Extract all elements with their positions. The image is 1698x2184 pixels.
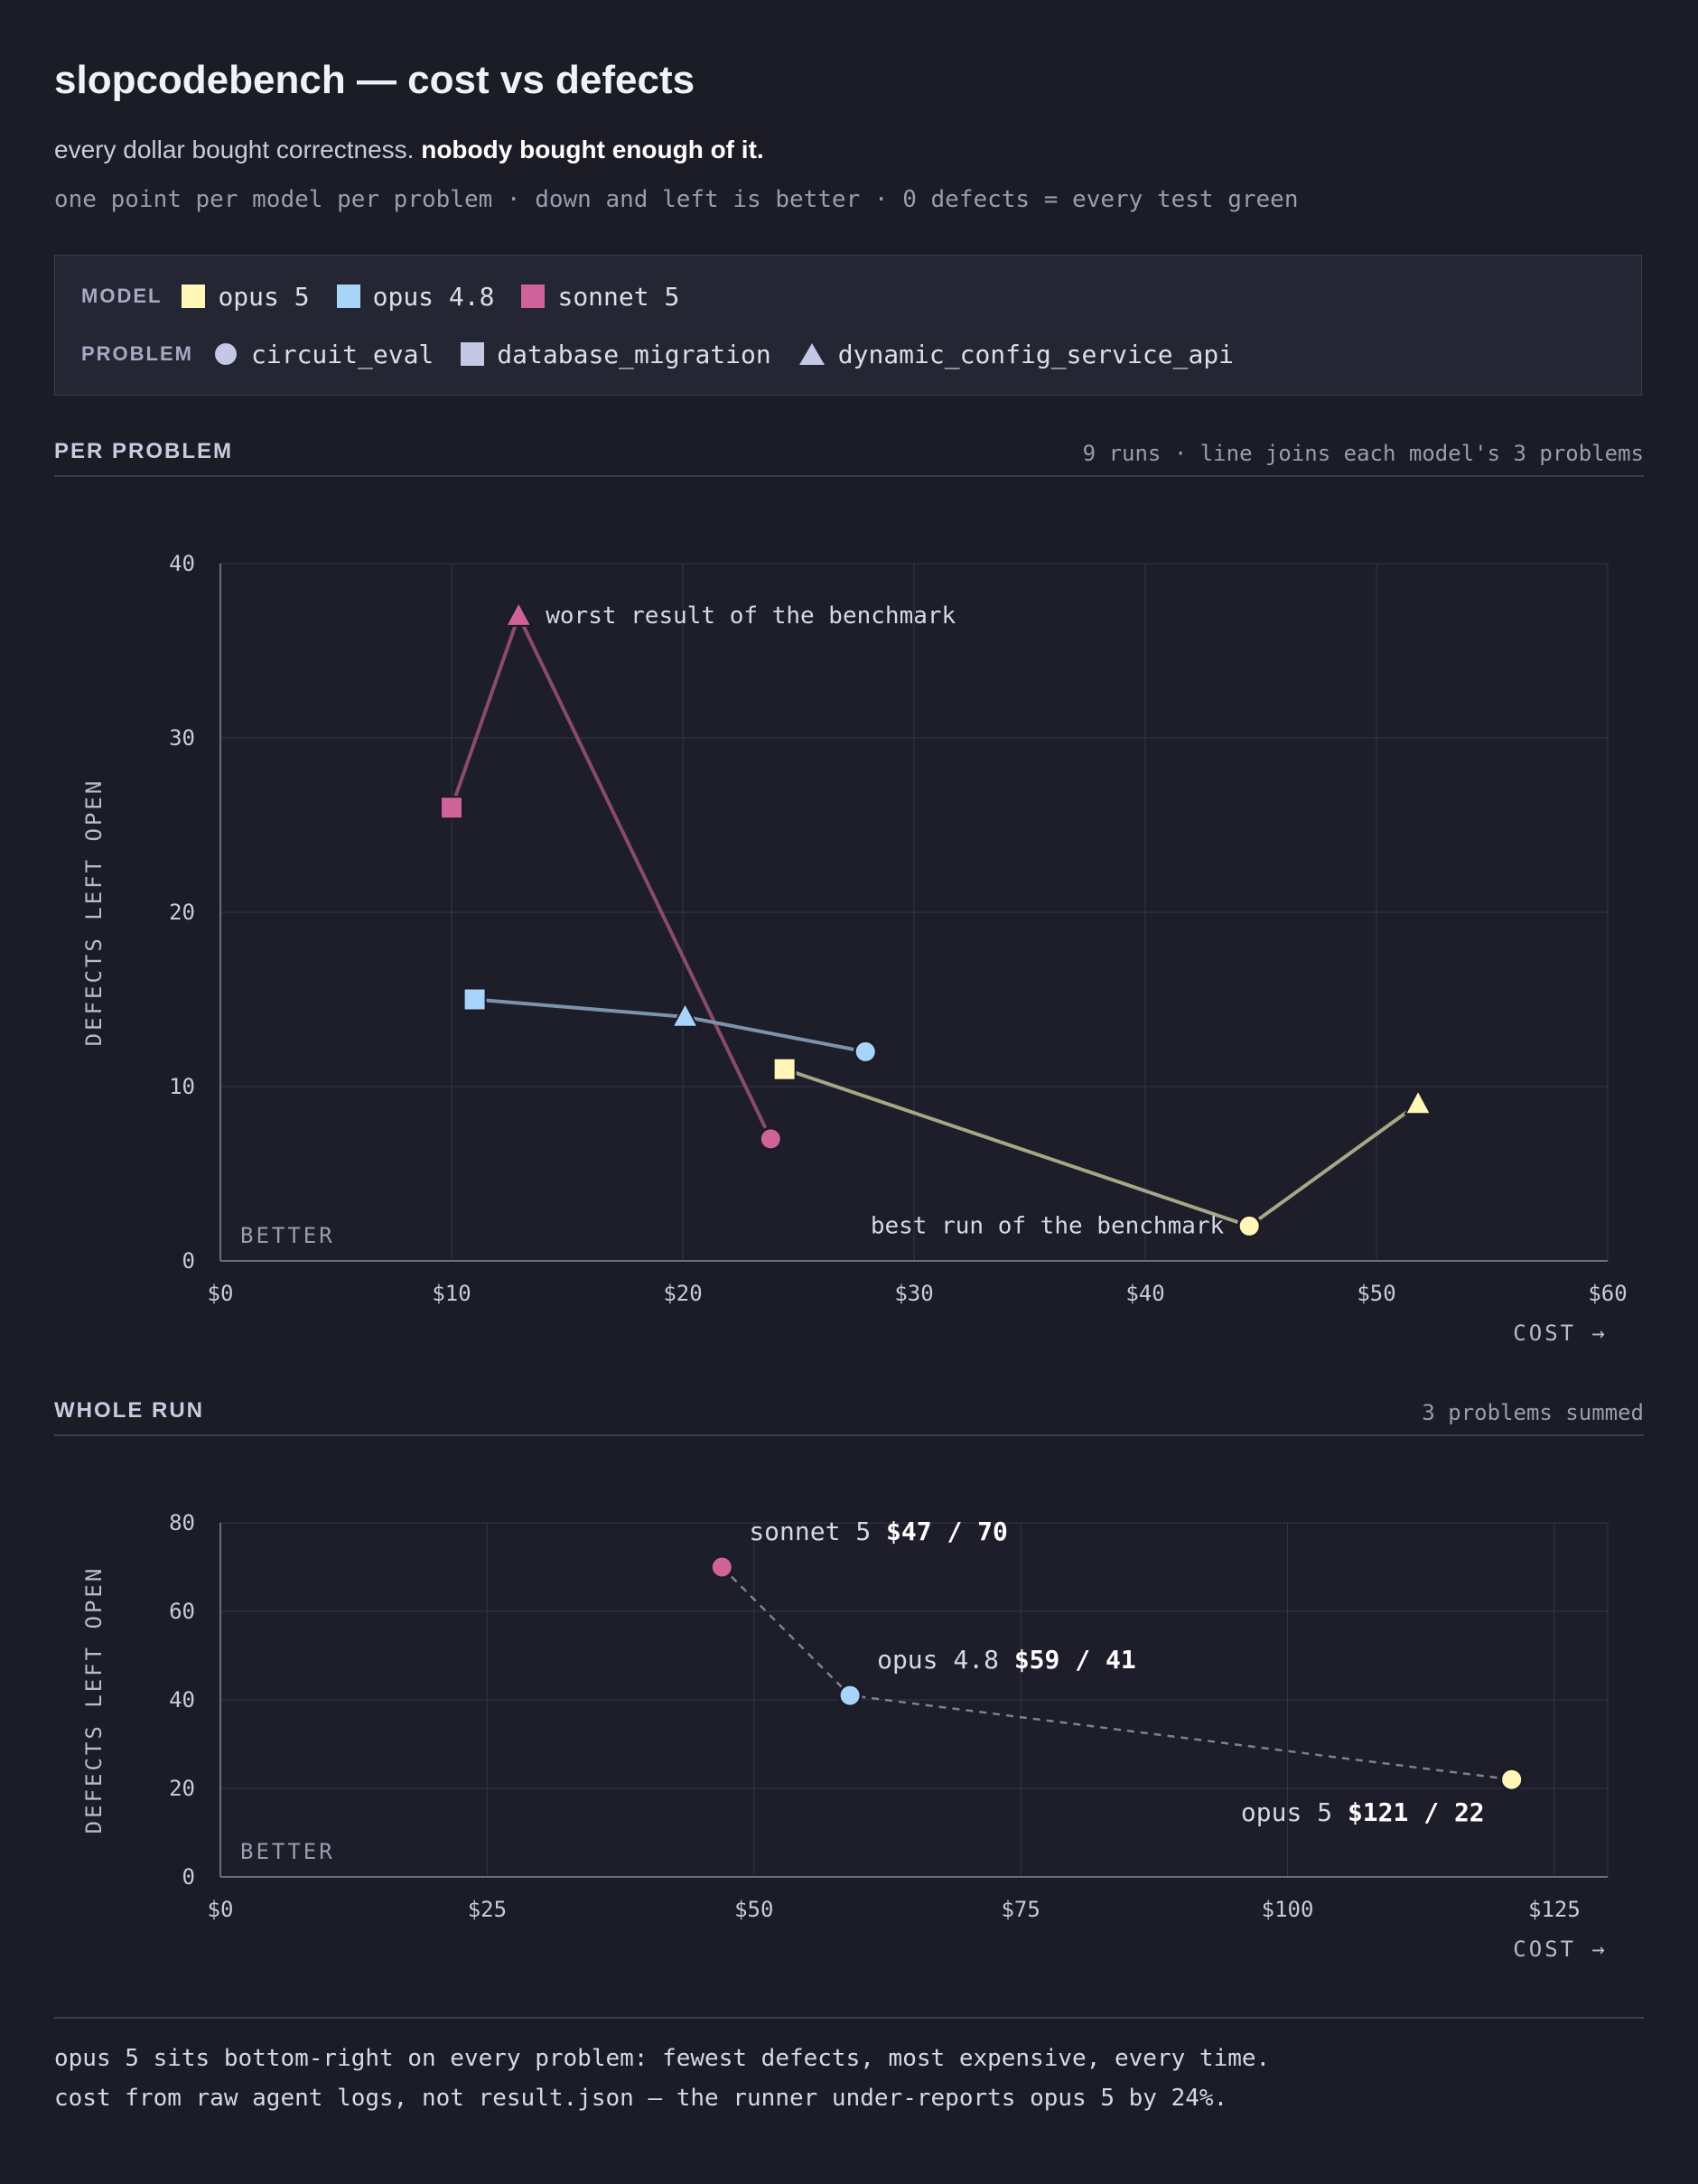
x-tick-label: $0 [208,1281,234,1306]
legend-label: opus 4.8 [372,281,495,312]
legend-item-dynamic-config-service-api: dynamic_config_service_api [798,340,1234,369]
y-tick-label: 80 [169,1510,195,1535]
footer-line-1: opus 5 sits bottom-right on every proble… [54,2045,1271,2072]
point-opus-5-circuit-eval [1236,1213,1262,1238]
y-axis-label: DEFECTS LEFT OPEN [81,779,107,1047]
legend-label: sonnet 5 [557,281,680,312]
point-label-value: $121 / 22 [1348,1797,1485,1827]
section-header-per-problem: PER PROBLEM 9 runs · line joins each mod… [54,439,1644,477]
y-axis-label: DEFECTS LEFT OPEN [81,1566,107,1834]
legend-model-key: MODEL [81,285,163,307]
page-title: slopcodebench — cost vs defects [54,58,695,102]
section-note: 3 problems summed [1422,1400,1644,1425]
legend-item-opus-4-8: opus 4.8 [336,281,495,312]
point-label-sonnet-5: sonnet 5 $47 / 70 [749,1517,1008,1546]
legend-item-circuit-eval: circuit_eval [213,340,434,369]
y-tick-label: 10 [169,1074,195,1099]
legend-item-opus-5: opus 5 [182,281,310,312]
per-problem-chart: $0 $10 $20 $30 $40 $50 $60 0 10 20 30 40 COST → DEFEC… [81,551,1628,1346]
y-tick-label: 20 [169,900,195,925]
square-swatch-icon [336,285,360,308]
point-opus-4-8-circuit-eval [853,1039,878,1064]
footer-line-2: cost from raw agent logs, not result.jso… [54,2085,1228,2112]
subtitle-bold: nobody bought enough of it. [421,135,764,163]
footer-divider [54,2017,1644,2019]
section-title: PER PROBLEM [54,439,234,463]
legend-label: circuit_eval [251,339,434,369]
point-label-name: opus 5 [1241,1797,1348,1827]
legend-panel [54,255,1642,396]
point-label-name: opus 4.8 [877,1645,1014,1675]
annotation-label: best run of the benchmark [871,1212,1225,1239]
x-tick-label: $10 [432,1281,471,1306]
x-tick-label: $0 [208,1897,234,1922]
point-opus-5-database-migration [772,1057,797,1081]
x-tick-label: $25 [468,1897,507,1922]
point-opus-5-dynamic-config-service-api [1404,1088,1432,1115]
legend-label: database_migration [497,339,771,369]
legend-label: opus 5 [218,281,310,312]
x-tick-label: $20 [663,1281,702,1306]
x-tick-label: $125 [1528,1897,1581,1922]
y-tick-label: 30 [169,725,195,751]
triangle-shape-icon [798,343,825,365]
point-label-value: $59 / 41 [1014,1645,1136,1675]
point-sonnet-5-dynamic-config-service-api [504,600,533,627]
y-tick-label: 0 [182,1248,195,1274]
x-tick-label: $30 [894,1281,933,1306]
square-swatch-icon [182,285,206,308]
y-tick-label: 60 [169,1599,195,1624]
point-label-opus-4-8: opus 4.8 $59 / 41 [877,1645,1136,1675]
x-tick-label: $100 [1262,1897,1314,1922]
legend-problem-key: PROBLEM [81,342,193,365]
corner-label: BETTER [240,1223,335,1248]
legend-item-sonnet-5: sonnet 5 [521,282,679,312]
section-note: 9 runs · line joins each model's 3 probl… [1082,441,1644,466]
x-tick-label: $75 [1001,1897,1040,1922]
x-tick-label: $40 [1125,1281,1164,1306]
square-shape-icon [461,342,485,366]
point-label-name: sonnet 5 [749,1517,886,1546]
y-tick-label: 0 [182,1864,195,1890]
point-opus-5 [1499,1767,1525,1792]
chart-note: one point per model per problem · down a… [54,186,1299,213]
y-tick-label: 20 [169,1776,195,1801]
point-label-value: $47 / 70 [886,1517,1008,1546]
y-tick-label: 40 [169,551,195,576]
point-sonnet-5 [709,1554,734,1580]
x-axis-label: COST → [1513,1937,1608,1962]
point-label-opus-5: opus 5 $121 / 22 [1241,1797,1485,1827]
whole-run-chart: $0 $25 $50 $75 $100 $125 0 20 40 60 80 COST → DEFECT… [81,1510,1609,1962]
point-opus-4-8 [837,1683,863,1708]
section-title: WHOLE RUN [54,1398,204,1423]
corner-label: BETTER [240,1839,335,1864]
legend-item-database-migration: database_migration [461,339,771,369]
x-tick-label: $60 [1588,1281,1627,1306]
y-tick-label: 40 [169,1687,195,1713]
point-sonnet-5-circuit-eval [758,1126,783,1152]
x-tick-label: $50 [1357,1281,1395,1306]
subtitle-plain: every dollar bought correctness. [54,135,415,163]
subtitle: every dollar bought correctness. nobody … [54,135,764,164]
legend-models: MODEL opus 5 opus 4.8 sonnet 5 [81,278,706,314]
legend-problems: PROBLEM circuit_eval database_migration … [81,336,1261,372]
x-tick-label: $50 [734,1897,773,1922]
annotation-label: worst result of the benchmark [546,602,956,630]
square-swatch-icon [521,285,546,308]
x-axis-label: COST → [1513,1321,1608,1346]
legend-label: dynamic_config_service_api [837,339,1235,369]
point-opus-4-8-dynamic-config-service-api [670,1001,700,1028]
circle-shape-icon [215,343,237,365]
point-opus-4-8-database-migration [462,987,487,1012]
point-sonnet-5-database-migration [440,796,463,820]
section-header-whole-run: WHOLE RUN 3 problems summed [54,1398,1644,1436]
